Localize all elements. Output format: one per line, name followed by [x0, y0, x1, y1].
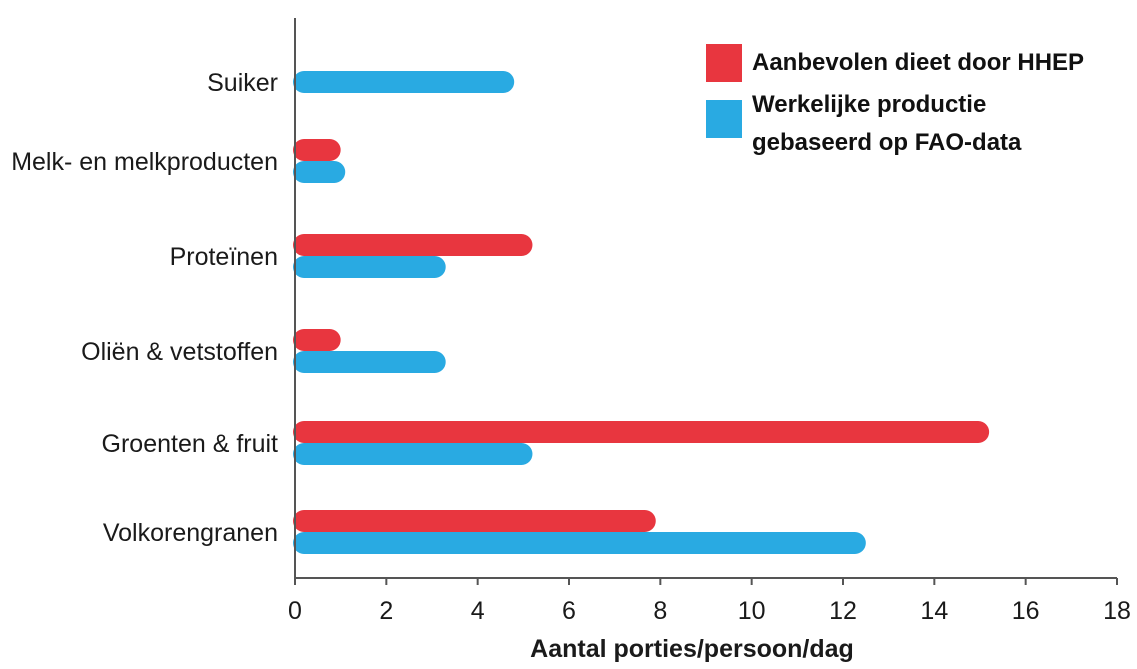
bar-actual-olien [293, 351, 446, 373]
bar-recommended-melk [293, 139, 341, 161]
legend-swatch-actual [706, 100, 742, 138]
x-tick-label: 6 [562, 597, 576, 625]
category-label-groenten: Groenten & fruit [102, 430, 279, 458]
legend-label-actual-line-1: Werkelijke productie [752, 91, 986, 118]
bar-actual-melk [293, 161, 346, 183]
legend: Aanbevolen dieet door HHEP Werkelijke pr… [706, 44, 1084, 156]
category-label-volkoren: Volkorengranen [103, 519, 278, 547]
category-labels: Suiker Melk- en melkproducten Proteïnen Oli… [11, 69, 278, 547]
x-tick-label: 18 [1103, 597, 1131, 625]
bar-actual-suiker [293, 71, 515, 93]
x-tick-label: 10 [738, 597, 766, 625]
x-tick-label: 0 [288, 597, 302, 625]
legend-label-actual-line-2: gebaseerd op FAO-data [752, 129, 1022, 156]
bars-group [293, 71, 990, 554]
x-tick-label: 12 [829, 597, 857, 625]
bar-recommended-groenten [293, 421, 990, 443]
legend-label-recommended: Aanbevolen dieet door HHEP [752, 49, 1084, 76]
x-ticks: 0 2 4 6 8 10 12 14 16 18 [288, 578, 1131, 625]
bar-recommended-proteinen [293, 234, 533, 256]
bar-recommended-olien [293, 329, 341, 351]
bar-recommended-volkoren [293, 510, 656, 532]
x-axis-title: Aantal porties/persoon/dag [530, 635, 854, 663]
x-tick-label: 2 [379, 597, 393, 625]
bar-actual-volkoren [293, 532, 866, 554]
bar-actual-proteinen [293, 256, 446, 278]
x-tick-label: 8 [653, 597, 667, 625]
category-label-olien: Oliën & vetstoffen [81, 338, 278, 366]
category-label-proteinen: Proteïnen [170, 243, 278, 271]
x-tick-label: 4 [471, 597, 485, 625]
category-label-melk: Melk- en melkproducten [11, 148, 278, 176]
x-tick-label: 16 [1012, 597, 1040, 625]
bar-actual-groenten [293, 443, 533, 465]
category-label-suiker: Suiker [207, 69, 278, 97]
x-tick-label: 14 [920, 597, 948, 625]
legend-swatch-recommended [706, 44, 742, 82]
